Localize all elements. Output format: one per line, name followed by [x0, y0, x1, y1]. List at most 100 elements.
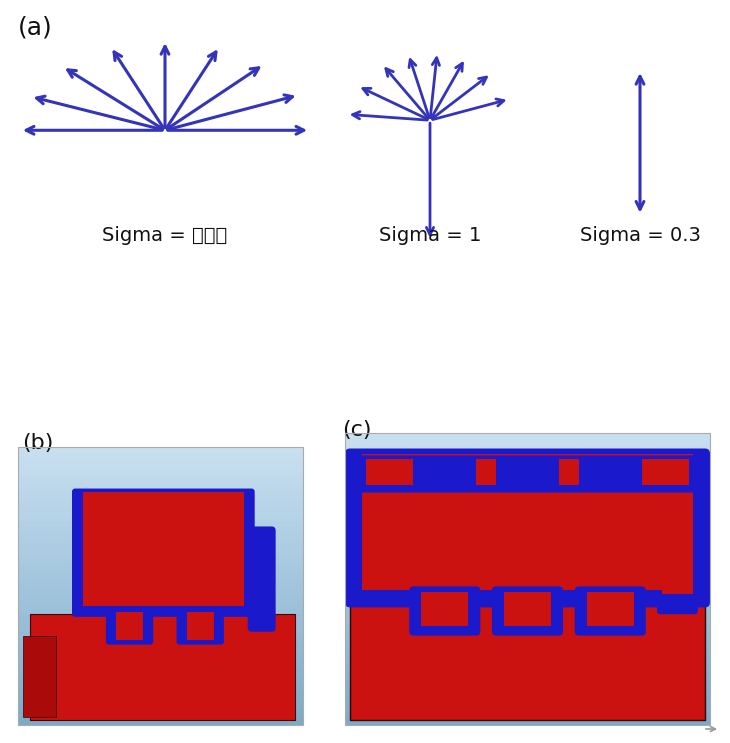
Bar — [18, 605, 303, 609]
Bar — [18, 484, 303, 489]
Bar — [345, 555, 710, 559]
Bar — [18, 595, 303, 600]
Bar — [18, 558, 303, 563]
Bar — [345, 491, 710, 496]
Bar — [345, 594, 710, 599]
Polygon shape — [23, 636, 56, 717]
Text: (c): (c) — [342, 420, 372, 440]
Bar — [345, 448, 710, 452]
Bar — [345, 569, 710, 574]
Bar — [18, 577, 303, 582]
Text: Sigma = 1: Sigma = 1 — [379, 226, 481, 245]
Bar — [18, 531, 303, 535]
FancyBboxPatch shape — [358, 455, 697, 493]
Bar — [345, 652, 710, 657]
Bar — [18, 707, 303, 711]
Bar — [18, 489, 303, 493]
Bar — [345, 701, 710, 706]
Bar — [345, 525, 710, 531]
Bar — [18, 572, 303, 577]
Bar — [345, 443, 710, 448]
Bar — [345, 481, 710, 487]
Bar — [345, 662, 710, 666]
Bar — [345, 472, 710, 477]
Bar — [345, 506, 710, 511]
Bar — [345, 672, 710, 676]
Bar — [345, 609, 710, 613]
Bar — [18, 507, 303, 512]
Bar — [345, 628, 710, 632]
Bar — [345, 545, 710, 550]
Bar — [662, 551, 693, 594]
Bar — [345, 540, 710, 545]
Bar — [345, 676, 710, 681]
Bar — [345, 599, 710, 603]
Bar — [421, 592, 469, 626]
Bar — [18, 461, 303, 466]
Bar — [345, 565, 710, 569]
FancyBboxPatch shape — [410, 586, 480, 635]
Bar — [345, 613, 710, 618]
Bar — [18, 466, 303, 470]
Bar — [18, 586, 303, 591]
Bar — [504, 592, 551, 626]
Bar — [18, 721, 303, 725]
Bar — [18, 545, 303, 549]
Bar — [18, 563, 303, 568]
Bar — [18, 521, 303, 526]
Bar — [18, 637, 303, 642]
Bar — [18, 702, 303, 707]
Bar — [345, 716, 710, 720]
FancyBboxPatch shape — [106, 609, 153, 645]
Bar — [345, 618, 710, 623]
Bar — [345, 462, 710, 467]
FancyBboxPatch shape — [657, 535, 698, 614]
Bar — [18, 549, 303, 554]
Bar — [18, 470, 303, 475]
Bar — [345, 579, 710, 584]
FancyBboxPatch shape — [575, 586, 646, 635]
Bar — [18, 655, 303, 660]
Bar — [18, 475, 303, 479]
Bar — [18, 692, 303, 697]
Bar — [18, 684, 303, 688]
Bar — [18, 628, 303, 632]
Bar — [345, 642, 710, 647]
Bar — [18, 512, 303, 516]
Bar — [18, 716, 303, 721]
Bar — [345, 496, 710, 502]
Bar — [345, 588, 710, 594]
Bar — [345, 467, 710, 472]
Bar — [345, 458, 710, 462]
Bar — [18, 646, 303, 651]
Bar — [345, 720, 710, 725]
Bar — [18, 651, 303, 655]
Bar — [345, 695, 710, 701]
Bar — [345, 710, 710, 716]
Bar — [345, 623, 710, 628]
Bar — [345, 433, 710, 725]
Bar — [18, 697, 303, 702]
FancyBboxPatch shape — [345, 449, 710, 607]
Bar — [18, 452, 303, 456]
Bar — [116, 611, 143, 640]
Bar — [18, 642, 303, 646]
Bar — [345, 584, 710, 588]
Bar — [18, 582, 303, 586]
Bar — [587, 592, 634, 626]
Bar — [345, 521, 710, 525]
Text: Sigma = 无穷大: Sigma = 无穷大 — [102, 226, 228, 245]
Bar — [18, 479, 303, 484]
Bar — [345, 637, 710, 642]
Bar — [18, 665, 303, 669]
Bar — [366, 459, 689, 484]
Bar — [18, 623, 303, 628]
Bar — [18, 600, 303, 605]
Bar — [18, 554, 303, 558]
Bar — [18, 447, 303, 725]
Text: (a): (a) — [18, 15, 53, 39]
Bar — [345, 647, 710, 652]
Bar — [345, 706, 710, 710]
Bar — [579, 459, 642, 489]
Bar — [345, 657, 710, 662]
